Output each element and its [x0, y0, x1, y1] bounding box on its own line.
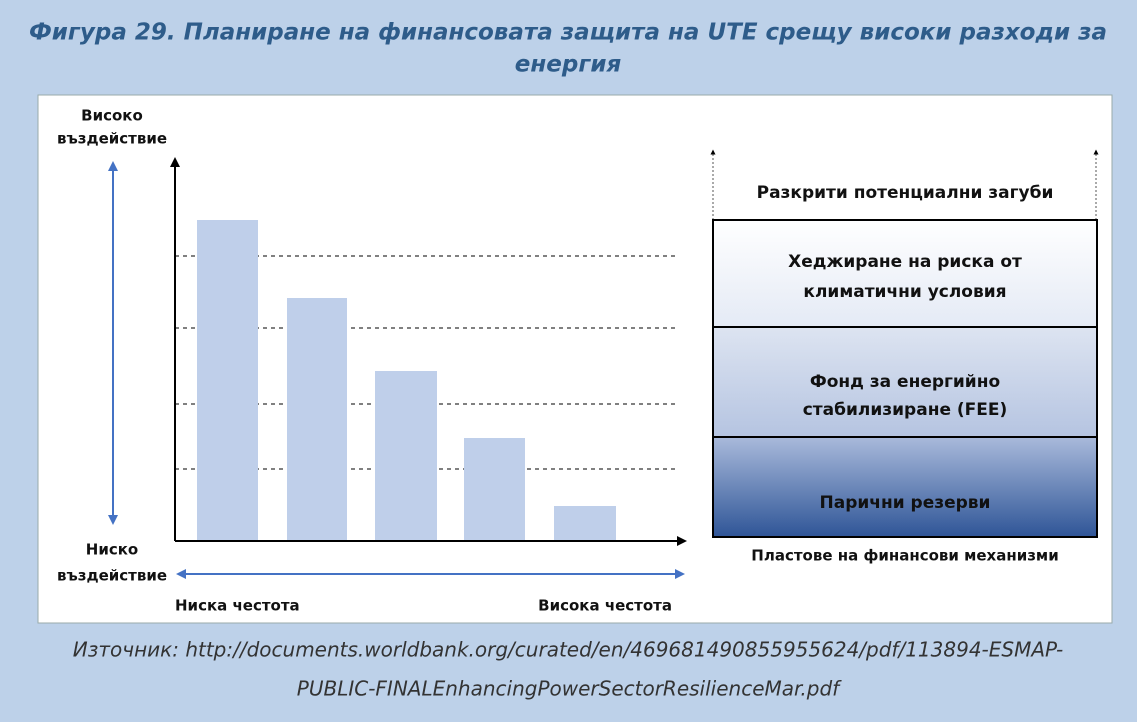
- y-label: Ниско: [86, 541, 138, 559]
- source: Източник: http://documents.worldbank.org…: [73, 638, 1063, 662]
- y-label: въздействие: [57, 130, 167, 148]
- layer-label: климатични условия: [803, 282, 1006, 302]
- layer: [712, 436, 1098, 538]
- layer-label: Фонд за енергийно: [810, 372, 1000, 392]
- title: Фигура 29. Планиране на финансовата защи…: [29, 20, 1107, 46]
- source: PUBLIC-FINALEnhancingPowerSectorResilien…: [297, 677, 842, 701]
- layer-label: Парични резерви: [820, 493, 991, 513]
- layer: [712, 219, 1098, 328]
- bar: [197, 220, 258, 541]
- bar: [287, 298, 347, 541]
- x-label: Висока честота: [538, 597, 672, 615]
- bar: [554, 506, 616, 541]
- bottom-label: Пластове на финансови механизми: [751, 547, 1058, 565]
- top-label: Разкрити потенциални загуби: [757, 183, 1054, 203]
- layer-label: Хеджиране на риска от: [788, 252, 1022, 272]
- bar: [464, 438, 525, 541]
- y-label: въздействие: [57, 567, 167, 585]
- x-label: Ниска честота: [175, 597, 300, 615]
- layer-label: стабилизиране (FEE): [803, 400, 1008, 420]
- layer: [712, 326, 1098, 438]
- title: енергия: [515, 52, 622, 78]
- y-label: Високо: [81, 107, 143, 125]
- bar: [375, 371, 437, 541]
- bars: [197, 220, 616, 541]
